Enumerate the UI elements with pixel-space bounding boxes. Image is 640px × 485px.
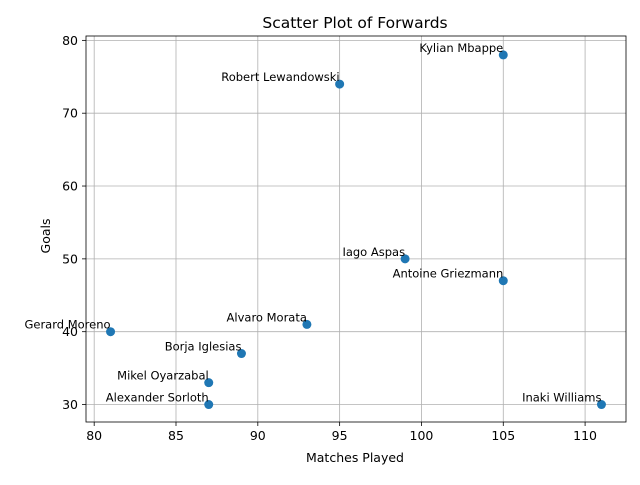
chart-title: Scatter Plot of Forwards [262,14,447,32]
data-point [204,400,214,410]
y-tick-label: 80 [62,33,78,48]
data-point-label: Inaki Williams [522,391,601,405]
data-point-label: Alvaro Morata [227,310,307,324]
data-point [400,254,410,264]
x-tick-label: 80 [86,428,102,443]
point-labels: Kylian Mbappe Robert Lewandowski Iago Aspa… [24,41,601,405]
x-tick-label: 85 [168,428,184,443]
data-point-label: Gerard Moreno [24,318,110,332]
data-point [335,79,345,89]
x-axis-label: Matches Played [306,450,404,465]
data-point-label: Kylian Mbappe [419,41,503,55]
y-tick-label: 40 [62,324,78,339]
x-tick-label: 95 [332,428,348,443]
y-tick-label: 70 [62,106,78,121]
data-point [106,327,116,337]
x-tick-label: 105 [491,428,515,443]
data-point-label: Antoine Griezmann [393,267,504,281]
data-point-label: Alexander Sorloth [106,391,209,405]
data-point [498,50,508,60]
plot-frame [85,35,627,423]
data-point-label: Mikel Oyarzabal [117,369,209,383]
y-tick-label: 30 [62,397,78,412]
data-points [106,50,606,410]
data-point-label: Robert Lewandowski [221,70,339,84]
y-tick-label: 60 [62,179,78,194]
data-point [498,276,508,286]
data-point-label: Borja Iglesias [165,340,242,354]
grid [86,36,626,422]
data-point [236,349,246,359]
x-tick-label: 90 [250,428,266,443]
data-point-label: Iago Aspas [342,245,405,259]
x-tick-label: 100 [410,428,434,443]
x-tick-label: 110 [573,428,597,443]
data-point [596,400,606,410]
y-axis-label: Goals [38,219,53,254]
y-tick-label: 50 [62,251,78,266]
data-point [302,319,312,329]
data-point [204,378,214,388]
axis-ticks: 80 85 90 95 100 105 110 30 40 50 60 70 80 [62,33,597,443]
